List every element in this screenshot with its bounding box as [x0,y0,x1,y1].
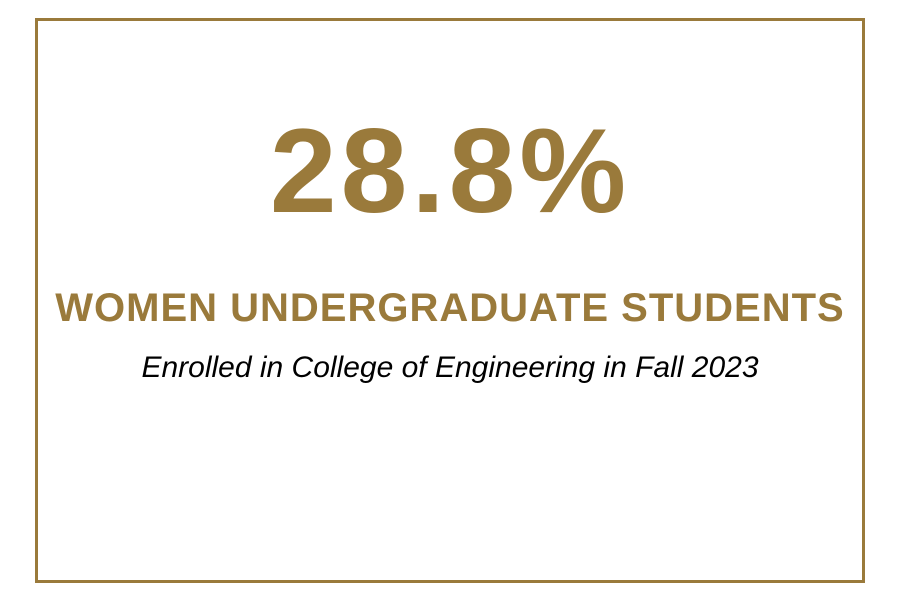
stat-value: 28.8% [38,111,862,231]
stat-description: Enrolled in College of Engineering in Fa… [38,350,862,386]
stat-card: 28.8% WOMEN UNDERGRADUATE STUDENTS Enrol… [35,18,865,583]
stat-label: WOMEN UNDERGRADUATE STUDENTS [38,286,862,330]
